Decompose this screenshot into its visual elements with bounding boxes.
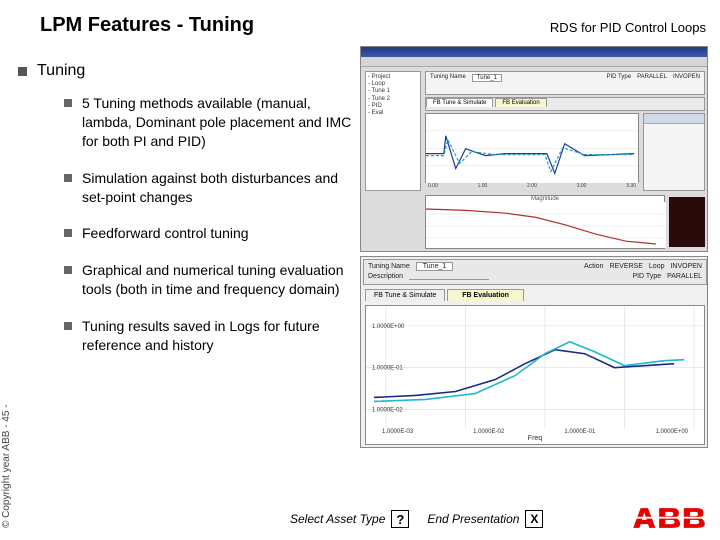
list-item: Graphical and numerical tuning evaluatio… [64,261,364,299]
desc-label: Description [368,273,403,280]
list-item: 5 Tuning methods available (manual, lamb… [64,94,364,151]
bode-magnitude-chart: Magnitude [425,195,665,249]
tree-line: - Tune 1 [368,88,418,95]
select-asset-label: Select Asset Type [290,512,385,526]
square-bullet-icon [18,67,27,76]
freq-xlabel: Freq [366,435,704,442]
svg-text:1.0000E-01: 1.0000E-01 [372,366,403,372]
xtick: 1.0000E+00 [655,429,688,435]
action-value: REVERSE [609,263,642,270]
desc-value[interactable] [409,273,489,280]
bullet-text: Graphical and numerical tuning evaluatio… [82,261,364,299]
xtick: 2.00 [527,183,537,189]
bullet-text: Simulation against both disturbances and… [82,169,364,207]
square-bullet-icon [64,229,72,237]
select-asset-button[interactable]: ? [391,510,409,528]
bullet-main: Tuning [18,62,85,80]
name-value[interactable]: Tune_1 [416,262,453,271]
time-chart-xticks: 0.00 1.00 2.00 3.00 3.30 [426,183,638,189]
project-tree[interactable]: - Project - Loop - Tune 1 - Tune 2 - PID… [365,71,421,191]
pidtype-label: PID Type [632,273,661,280]
tree-line: - Loop [368,81,418,88]
square-bullet-icon [64,266,72,274]
loop-label: Loop [649,263,665,270]
bullet-text: Tuning results saved in Logs for future … [82,317,364,355]
page-subtitle: RDS for PID Control Loops [550,20,706,35]
xtick: 1.00 [478,183,488,189]
svg-text:1.0000E-02: 1.0000E-02 [372,407,403,413]
bullet-list: 5 Tuning methods available (manual, lamb… [64,94,364,355]
name-label: Tuning Name [368,263,410,270]
pidtype-value: PARALLEL [637,74,667,82]
tree-line: - Eval [368,110,418,117]
pidtype-label: PID Type [607,74,632,82]
tune-header-panel: Tuning Name Tune_1 PID Type PARALLEL INV… [425,71,705,95]
pidtype-value: PARALLEL [667,273,702,280]
controls-panel [643,113,705,191]
tree-line: - Project [368,74,418,81]
app-window-front: Tuning Name Tune_1 Action REVERSE Loop I… [360,256,708,448]
xtick: 3.00 [577,183,587,189]
action-label: Action [584,263,603,270]
xtick: 0.00 [428,183,438,189]
tab-evaluation[interactable]: FB Evaluation [495,98,546,107]
xtick: 1.0000E-03 [382,429,413,435]
square-bullet-icon [64,174,72,182]
tab-tune-simulate[interactable]: FB Tune & Simulate [365,289,445,301]
app-window-back: - Project - Loop - Tune 1 - Tune 2 - PID… [360,46,708,252]
end-presentation-button[interactable]: X [525,510,543,528]
tree-line: - PID [368,103,418,110]
xtick: 1.0000E-01 [564,429,595,435]
tab-strip: FB Tune & Simulate FB Evaluation [425,97,705,111]
bullet-text: Feedforward control tuning [82,224,249,243]
tree-line: - Tune 2 [368,96,418,103]
list-item: Feedforward control tuning [64,224,364,243]
time-response-chart: 0.00 1.00 2.00 3.00 3.30 [425,113,639,183]
list-item: Simulation against both disturbances and… [64,169,364,207]
square-bullet-icon [64,99,72,107]
name-value[interactable]: Tune_1 [472,74,502,82]
page-title: LPM Features - Tuning [40,14,254,37]
screenshot-area: - Project - Loop - Tune 1 - Tune 2 - PID… [360,46,710,450]
xtick: 3.30 [626,183,636,189]
square-bullet-icon [64,322,72,330]
loop-value: INVOPEN [673,74,700,82]
bottom-nav: Select Asset Type ? End Presentation X [290,510,543,528]
name-label: Tuning Name [430,74,466,82]
thumbnail-icon [669,197,705,247]
loop-value: INVOPEN [670,263,702,270]
ytick: 1.0000E+00 [372,324,405,330]
tab-tune-simulate[interactable]: FB Tune & Simulate [426,98,493,107]
bullet-main-label: Tuning [37,62,85,80]
tab-evaluation[interactable]: FB Evaluation [447,289,524,301]
xtick: 1.0000E-02 [473,429,504,435]
abb-logo-icon [632,504,706,532]
freq-response-chart: 1.0000E+00 1.0000E-01 1.0000E-02 1.0000E… [365,305,705,445]
eval-tabstrip: FB Tune & Simulate FB Evaluation [365,289,524,301]
window-toolbar [361,57,707,67]
list-item: Tuning results saved in Logs for future … [64,317,364,355]
copyright-text: © Copyright year ABB - 45 - [1,404,12,528]
eval-header: Tuning Name Tune_1 Action REVERSE Loop I… [363,259,707,285]
end-presentation-label: End Presentation [427,512,519,526]
bullet-text: 5 Tuning methods available (manual, lamb… [82,94,364,151]
window-titlebar [361,47,707,57]
